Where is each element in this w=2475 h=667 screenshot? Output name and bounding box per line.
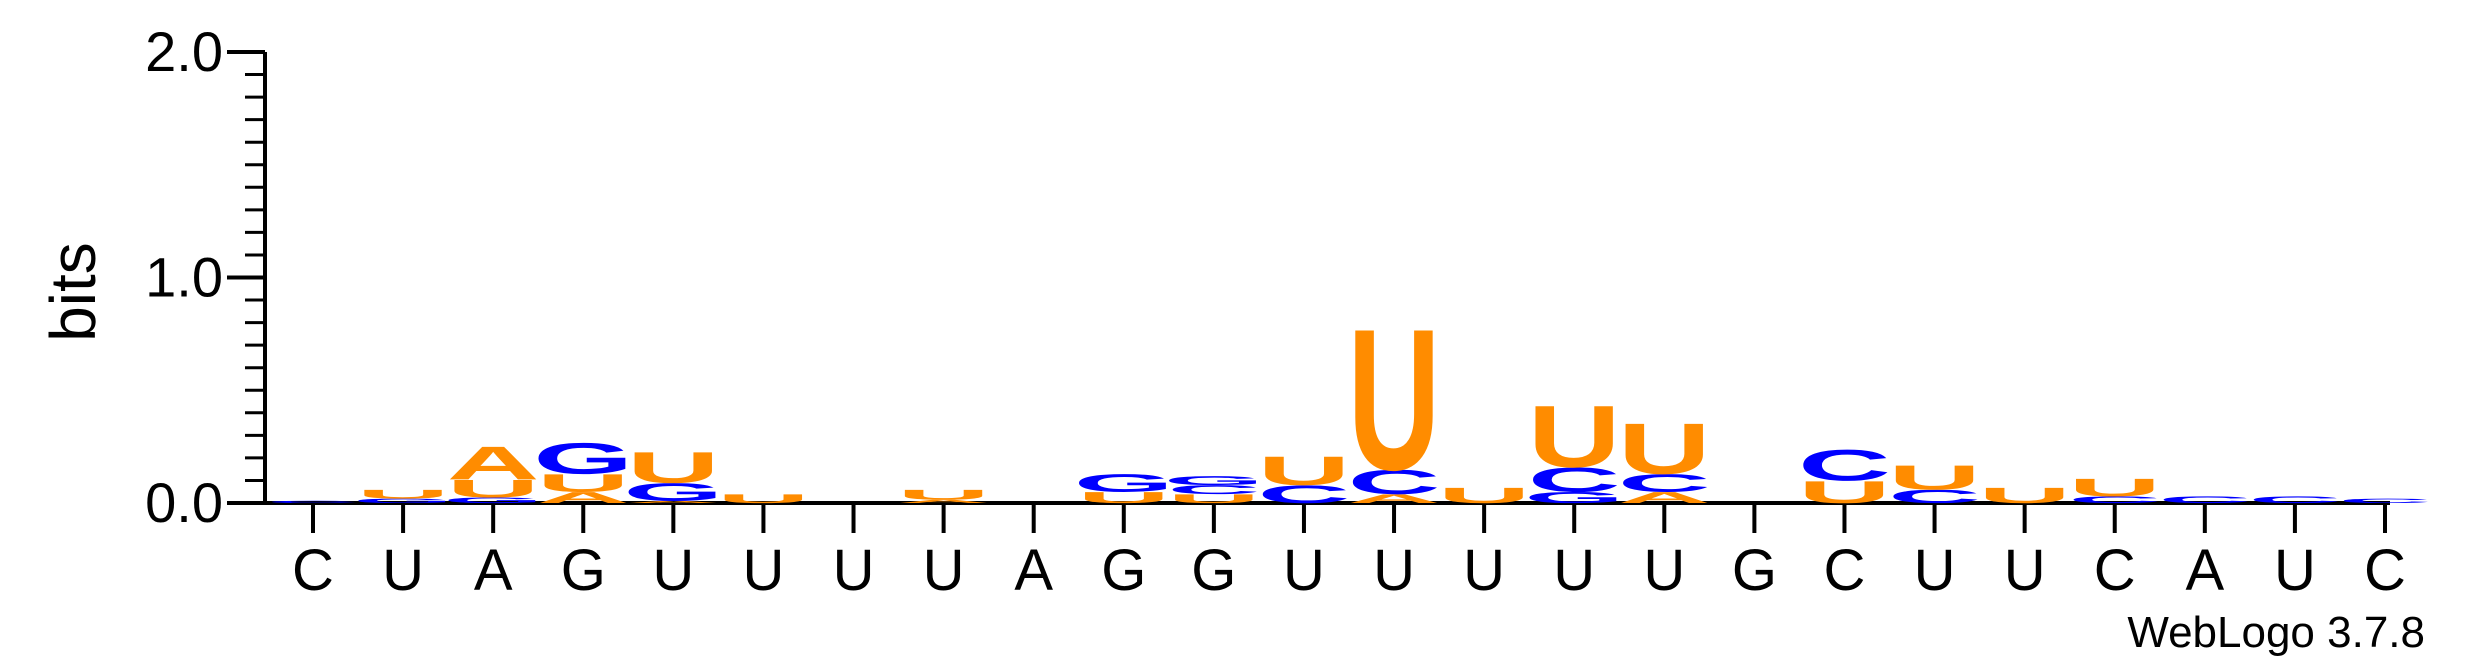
- logo-letter: G: [1524, 489, 1624, 507]
- logo-letter: C: [1257, 480, 1350, 508]
- logo-letter: U: [897, 487, 990, 503]
- logo-letter: U: [357, 487, 450, 501]
- x-tick-label: U: [923, 538, 965, 603]
- x-tick-label: C: [2364, 538, 2406, 603]
- x-tick-label: U: [2274, 538, 2316, 603]
- logo-letter: U: [1167, 492, 1260, 506]
- logo-letter: U: [1618, 408, 1711, 489]
- logo-letter: A: [1618, 489, 1711, 507]
- x-tick-label: U: [1914, 538, 1956, 603]
- weblogo-credit: WebLogo 3.7.8: [2127, 608, 2425, 657]
- x-tick-label: U: [1373, 538, 1415, 603]
- logo-letter: G: [1074, 469, 1174, 497]
- logo-letter: U: [1798, 474, 1891, 509]
- x-tick-label: U: [833, 538, 875, 603]
- logo-letter: G: [353, 497, 453, 504]
- x-tick-label: C: [2094, 538, 2136, 603]
- logo-letter: G: [623, 478, 723, 506]
- logo-letter: U: [1978, 483, 2071, 508]
- y-axis: 0.0 1.0 2.0: [145, 20, 267, 534]
- logo-letter: G: [533, 434, 633, 483]
- x-tick-label: C: [292, 538, 334, 603]
- logo-letter: U: [1888, 458, 1981, 497]
- logo-letter: U: [447, 475, 540, 503]
- x-tick-label: A: [2185, 538, 2224, 603]
- logo-letter: U: [1077, 489, 1170, 507]
- x-tick-label: G: [561, 538, 606, 603]
- x-tick-label: U: [1283, 538, 1325, 603]
- logo-letter: C: [2068, 495, 2161, 506]
- x-tick-label: U: [2004, 538, 2046, 603]
- logo-letter: C: [2339, 497, 2432, 504]
- logo-letter: U: [717, 492, 810, 506]
- logo-letter: A: [897, 499, 990, 504]
- x-tick-label: U: [652, 538, 694, 603]
- logo-letter: C: [1528, 460, 1621, 499]
- x-tick-label: U: [742, 538, 784, 603]
- logo-letter: A: [447, 436, 540, 489]
- x-tick-label: G: [1732, 538, 1777, 603]
- logo-letter: C: [2158, 495, 2251, 506]
- y-axis-title: bits: [37, 242, 109, 342]
- logo-letter: C: [1167, 483, 1260, 497]
- x-tick-label: U: [1553, 538, 1595, 603]
- logo-letter: C: [1798, 441, 1891, 490]
- logo-letter: U: [1348, 287, 1441, 512]
- x-tick-label: U: [382, 538, 424, 603]
- x-tick-label: A: [474, 538, 513, 603]
- logo-letter: U: [1438, 483, 1531, 508]
- y-tick-label: 2.0: [145, 20, 223, 83]
- logo-letter: C: [1348, 463, 1441, 502]
- logo-letter: C: [2248, 495, 2341, 506]
- x-tick-label: C: [1824, 538, 1866, 603]
- logo-letter: U: [2068, 473, 2161, 501]
- logo-letter: U: [627, 443, 720, 492]
- logo-letter: C: [267, 500, 360, 503]
- logo-letter: A: [1348, 492, 1441, 506]
- x-tick-label: U: [1643, 538, 1685, 603]
- logo-letter: U: [1528, 388, 1621, 486]
- y-tick-label: 0.0: [145, 471, 223, 534]
- logo-letter: A: [537, 489, 630, 507]
- y-tick-label: 1.0: [145, 246, 223, 309]
- logo-letter: U: [537, 469, 630, 497]
- x-tick-label: G: [1101, 538, 1146, 603]
- x-tick-label: G: [1191, 538, 1236, 603]
- logo-letter: C: [1888, 486, 1981, 507]
- logo-letter: U: [1257, 449, 1350, 494]
- logo-letter: A: [627, 500, 720, 503]
- logo-letter: G: [1164, 474, 1264, 488]
- x-tick-label: A: [1014, 538, 1053, 603]
- logo-letter: G: [443, 496, 543, 505]
- x-tick-label: U: [1463, 538, 1505, 603]
- logo-letter: C: [1618, 469, 1711, 497]
